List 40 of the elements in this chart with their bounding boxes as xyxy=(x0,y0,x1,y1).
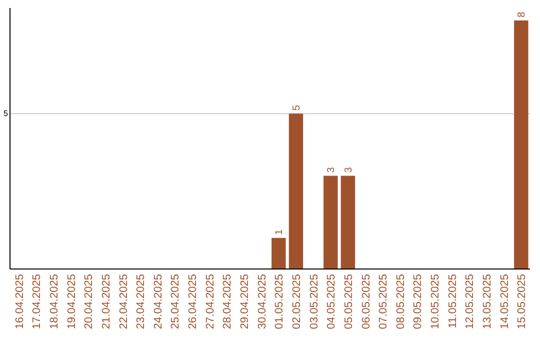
x-tick-label: 16.04.2025 xyxy=(14,274,26,330)
x-tick-label: 22.04.2025 xyxy=(118,274,130,330)
x-tick-label: 24.04.2025 xyxy=(152,274,164,330)
data-label: 1 xyxy=(274,228,286,235)
x-tick-label: 20.04.2025 xyxy=(83,274,96,330)
x-tick-label: 15.05.2025 xyxy=(516,274,528,330)
data-label: 5 xyxy=(291,104,302,111)
x-tick-label: 07.05.2025 xyxy=(378,274,390,330)
bar xyxy=(340,176,356,269)
x-tick-label: 17.04.2025 xyxy=(31,274,44,330)
bar xyxy=(272,238,286,269)
x-tick-label: 06.05.2025 xyxy=(360,274,372,330)
bar xyxy=(288,114,304,269)
data-label: 3 xyxy=(343,166,354,173)
x-tick-label: 27.04.2025 xyxy=(204,274,216,330)
x-tick-label: 14.05.2025 xyxy=(498,274,511,330)
x-tick-label: 19.04.2025 xyxy=(66,274,78,330)
x-tick-label: 29.04.2025 xyxy=(239,274,252,330)
x-tick-label: 28.04.2025 xyxy=(222,274,234,330)
x-tick-label: 05.05.2025 xyxy=(342,274,355,330)
x-tick-label: 18.04.2025 xyxy=(48,274,60,330)
x-tick-label: 09.05.2025 xyxy=(412,274,424,330)
x-tick-label: 04.05.2025 xyxy=(326,274,338,330)
bar xyxy=(324,176,338,269)
x-tick-label: 03.05.2025 xyxy=(308,274,320,330)
data-label: 3 xyxy=(326,166,338,173)
bar xyxy=(514,20,528,269)
x-tick-label: 12.05.2025 xyxy=(464,274,476,330)
data-label: 8 xyxy=(516,11,528,18)
x-tick-label: 25.04.2025 xyxy=(170,274,182,330)
x-tick-label: 13.05.2025 xyxy=(482,274,494,330)
x-tick-label: 26.04.2025 xyxy=(187,274,200,330)
x-tick-label: 23.04.2025 xyxy=(135,274,148,330)
x-tick-label: 01.05.2025 xyxy=(274,274,286,330)
x-tick-label: 30.04.2025 xyxy=(256,274,268,330)
x-tick-label: 10.05.2025 xyxy=(430,274,442,330)
x-tick-label: 21.04.2025 xyxy=(100,274,112,330)
x-tick-label: 11.05.2025 xyxy=(446,274,459,328)
x-tick-label: 02.05.2025 xyxy=(290,274,303,330)
x-tick-label: 08.05.2025 xyxy=(394,274,407,330)
